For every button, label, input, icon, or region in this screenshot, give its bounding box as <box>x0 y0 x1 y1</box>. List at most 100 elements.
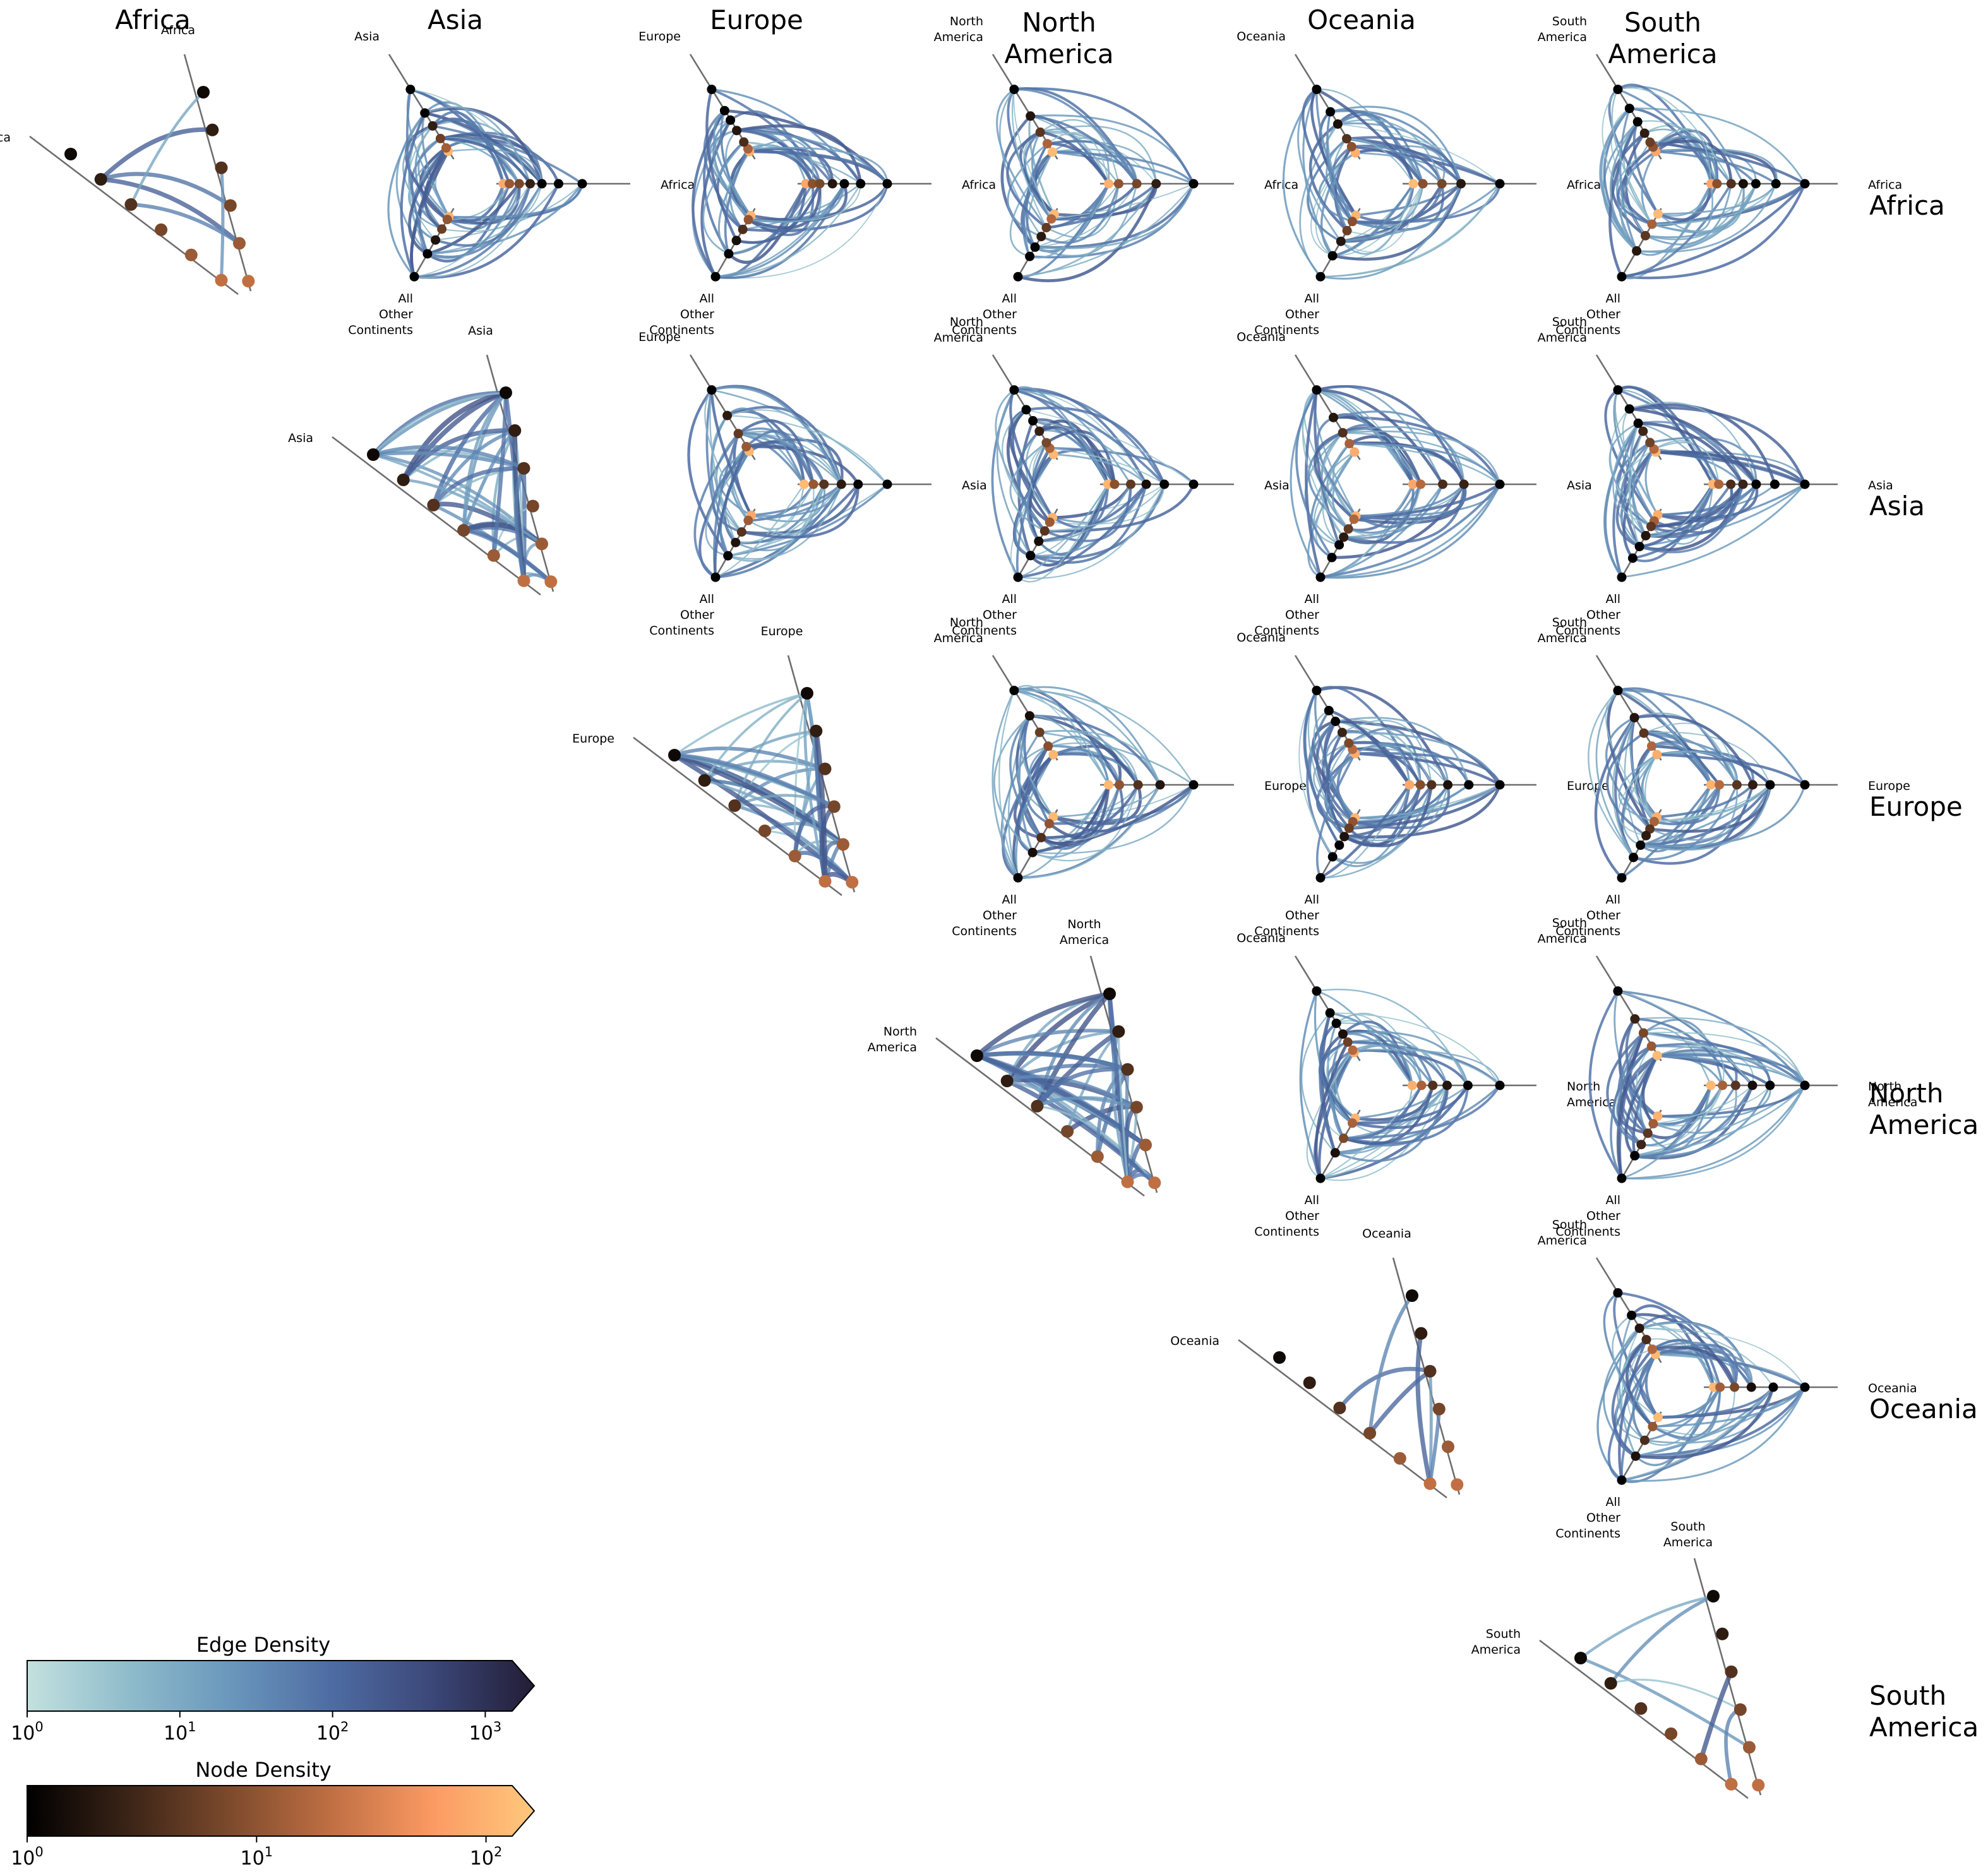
hive-node <box>1344 738 1354 748</box>
hive-edge <box>1024 407 1166 486</box>
hive-edge <box>387 112 426 278</box>
hive-edge <box>1651 182 1777 225</box>
hive-node <box>1634 1702 1648 1715</box>
hive-edge <box>1618 753 1658 823</box>
hive-edge <box>733 767 827 808</box>
axis-label-line: Other <box>680 608 714 622</box>
hive-edge <box>1345 137 1463 186</box>
hive-edge <box>1606 732 1648 837</box>
hive-edge <box>446 182 505 230</box>
hive-edge <box>401 428 517 482</box>
hive-edge <box>1632 784 1739 861</box>
axis-label-line: All <box>1304 292 1319 306</box>
hive-edge <box>1643 1027 1712 1087</box>
hive-node <box>1800 1382 1810 1392</box>
hive-node <box>856 179 866 189</box>
hive-edge <box>1609 1594 1715 1685</box>
hive-edge <box>1351 182 1463 224</box>
column-title-line: South <box>1624 7 1701 38</box>
hive-edge <box>1633 1084 1754 1157</box>
row-title-oceania: Oceania <box>1869 1394 1978 1424</box>
hive-edge <box>1612 422 1641 547</box>
hive-node <box>738 224 748 234</box>
hive-edge <box>1029 482 1110 567</box>
hive-edge <box>1326 110 1348 232</box>
hive-node <box>1339 1133 1349 1143</box>
axis-label-line: America <box>1060 933 1109 947</box>
hive-edge <box>1629 431 1644 547</box>
hive-edge <box>747 182 846 223</box>
hive-node <box>1751 179 1761 189</box>
row-title-south-america: South America <box>1869 1680 1979 1743</box>
hive-node <box>505 179 515 189</box>
hive-node <box>1326 107 1336 117</box>
hive-edge <box>400 111 426 278</box>
hive-node <box>736 527 746 537</box>
hive-edge <box>1039 783 1140 839</box>
hive-edge <box>1615 448 1655 527</box>
hive-node <box>710 572 721 582</box>
hive-edge <box>745 445 860 486</box>
hive-node <box>526 499 539 513</box>
hive-edge <box>719 109 750 221</box>
hive-node <box>1641 530 1651 540</box>
hive-node <box>1694 1752 1708 1765</box>
hive-edge <box>1616 1031 1645 1180</box>
hive-node <box>1574 1652 1587 1664</box>
hive-edge <box>1051 151 1195 185</box>
axis-label-line: Other <box>1285 1209 1319 1223</box>
hive-edge <box>1039 128 1110 185</box>
hive-edge <box>1628 406 1807 486</box>
hive-edge <box>404 124 449 221</box>
axis-line-left <box>1238 1339 1447 1499</box>
hive-node <box>442 215 452 225</box>
hive-node <box>1273 1351 1286 1364</box>
hive-node <box>1329 412 1338 422</box>
hive-edge <box>1626 1338 1655 1428</box>
hive-edge <box>1319 483 1501 579</box>
hive-node <box>853 479 863 489</box>
hive-edge <box>1095 1067 1130 1159</box>
hive-node <box>1121 1175 1134 1188</box>
hive-node <box>1189 479 1199 489</box>
hive-edge <box>1620 182 1712 280</box>
hive-edge <box>1618 1338 1648 1482</box>
hive-edge <box>1639 1327 1805 1388</box>
hive-edge <box>1343 783 1502 839</box>
hive-edge <box>1035 1096 1139 1109</box>
hive-node <box>1624 404 1634 414</box>
hive-node <box>1726 179 1736 189</box>
hive-edge <box>715 183 888 279</box>
hive-node <box>1459 479 1469 489</box>
hive-edge <box>1618 1017 1650 1135</box>
hive-node <box>1338 1029 1348 1039</box>
hive-node <box>1427 780 1437 790</box>
hive-edge <box>1579 1594 1715 1660</box>
hive-edge <box>1329 1012 1434 1087</box>
hive-node <box>1416 1080 1427 1090</box>
row-title-line: America <box>1869 1109 1979 1140</box>
hive-edge <box>1341 427 1422 486</box>
axis-label-line: America <box>1538 331 1587 345</box>
hive-edge <box>1608 422 1652 528</box>
hive-node <box>1617 873 1627 883</box>
axis-label-row: Europe <box>1567 779 1609 793</box>
axis-label-line: America <box>1538 30 1587 44</box>
hive-edge <box>1595 689 1634 859</box>
column-title-line: Europe <box>710 4 803 35</box>
hive-node <box>1039 526 1050 536</box>
hive-edge <box>1319 1083 1470 1180</box>
axis-label-row: Asia <box>962 479 987 492</box>
hive-edge <box>1617 689 1806 786</box>
axis-label-row: North America <box>1868 1080 1917 1109</box>
hive-node <box>1617 1173 1627 1183</box>
hive-edge <box>1633 1083 1754 1160</box>
hive-edge <box>1005 1078 1157 1185</box>
hive-node <box>1738 479 1748 489</box>
axis-label-line: North <box>950 15 983 28</box>
hive-node <box>1406 1289 1418 1302</box>
hive-edge <box>400 390 508 482</box>
hive-edge <box>1610 1032 1645 1179</box>
